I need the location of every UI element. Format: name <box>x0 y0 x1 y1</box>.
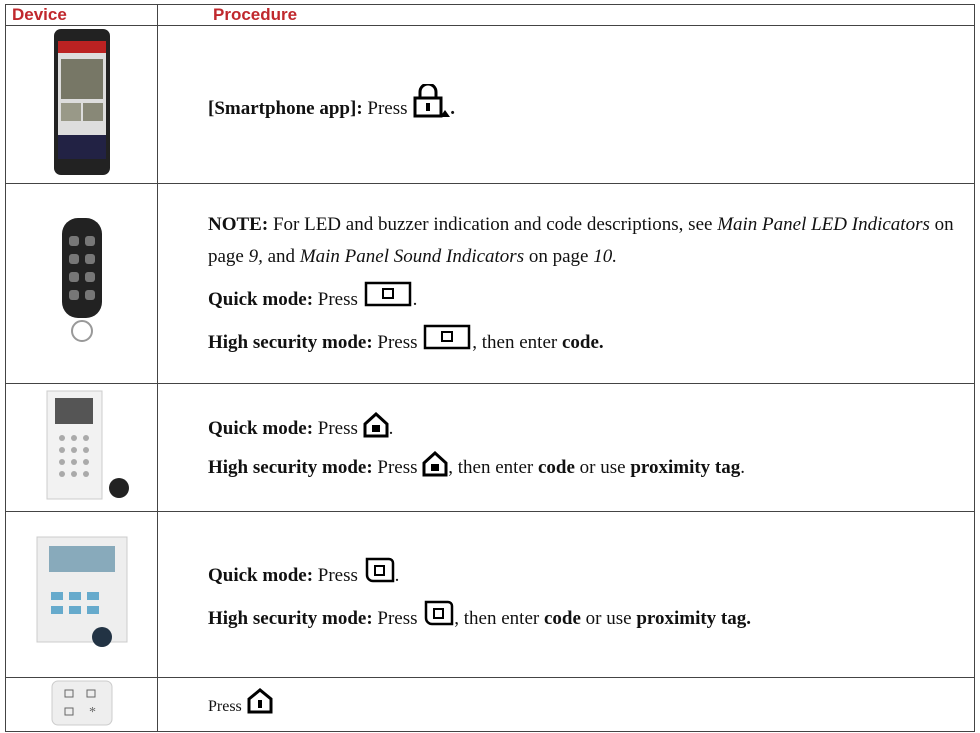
text: High security mode: <box>208 607 373 629</box>
text: , then enter <box>448 456 534 478</box>
device-cell: * <box>5 677 158 732</box>
text: proximity tag <box>630 456 741 478</box>
text: Quick mode: <box>208 564 314 586</box>
text: Press <box>208 697 242 715</box>
row: * Press <box>5 677 975 732</box>
text: 9, <box>248 245 263 267</box>
row: [Smartphone app]: Press . <box>5 25 975 184</box>
fob-button-icon <box>364 281 411 306</box>
text: Press <box>317 288 358 310</box>
text: Quick mode: <box>208 288 314 310</box>
text: Press <box>317 417 358 439</box>
lock-icon <box>413 82 451 118</box>
text: Press <box>377 607 418 629</box>
text: code. <box>561 331 604 353</box>
home-icon <box>422 450 448 476</box>
device-cell <box>5 183 158 384</box>
procedure-cell: NOTE: For LED and buzzer indication and … <box>157 183 975 384</box>
text: . <box>740 456 746 478</box>
text: Press <box>317 564 358 586</box>
device-cell <box>5 511 158 678</box>
text: . <box>450 98 456 119</box>
device-cell <box>5 25 158 184</box>
home-icon <box>363 411 389 437</box>
lcd-button-icon <box>365 557 394 582</box>
text: and <box>267 245 296 267</box>
procedure-table: Device Procedure [Smartphone app]: Press… <box>5 4 975 732</box>
text: NOTE: <box>208 213 269 235</box>
text: Press <box>377 331 418 353</box>
text: code <box>543 607 581 629</box>
text: 10. <box>593 245 617 267</box>
header-cell: Device <box>5 4 158 26</box>
text: code <box>537 456 575 478</box>
house-icon <box>247 687 273 713</box>
keyfob-image <box>61 218 102 342</box>
text: Press <box>377 456 418 478</box>
text: Main Panel Sound Indicators <box>299 245 525 267</box>
svg-text:*: * <box>89 705 96 720</box>
text: . <box>412 288 418 310</box>
text: Main Panel LED Indicators <box>717 213 930 235</box>
text: or use <box>585 607 632 629</box>
lcd-button-icon <box>425 600 454 625</box>
fob-button-icon <box>424 324 471 349</box>
text: , then enter <box>454 607 540 629</box>
text: . <box>388 417 394 439</box>
tag-keypad-image: * <box>51 680 112 726</box>
device-cell <box>5 383 158 512</box>
header-row: Device Procedure <box>5 4 975 26</box>
text: , then enter <box>472 331 558 353</box>
text: High security mode: <box>208 456 373 478</box>
procedure-cell: [Smartphone app]: Press . <box>157 25 975 184</box>
smartphone-image <box>53 29 110 175</box>
row: Quick mode: Press . High security mode: … <box>5 511 975 678</box>
keypad-image <box>46 390 129 499</box>
lcd-keypad-image <box>36 536 127 647</box>
text: or use <box>579 456 626 478</box>
text: proximity tag. <box>636 607 752 629</box>
header-cell: Procedure <box>157 4 975 26</box>
text: For LED and buzzer indication and code d… <box>272 213 713 235</box>
text: on page <box>528 245 589 267</box>
text: . <box>394 564 400 586</box>
text: Quick mode: <box>208 417 314 439</box>
text: on page <box>208 213 954 267</box>
procedure-cell: Quick mode: Press . High security mode: … <box>157 511 975 678</box>
text: [Smartphone app]: <box>208 98 363 119</box>
text: High security mode: <box>208 331 373 353</box>
row: Quick mode: Press . High security mode: … <box>5 383 975 512</box>
procedure-cell: Press <box>157 677 975 732</box>
row: NOTE: For LED and buzzer indication and … <box>5 183 975 384</box>
text: Press <box>367 98 408 119</box>
procedure-cell: Quick mode: Press . High security mode: … <box>157 383 975 512</box>
